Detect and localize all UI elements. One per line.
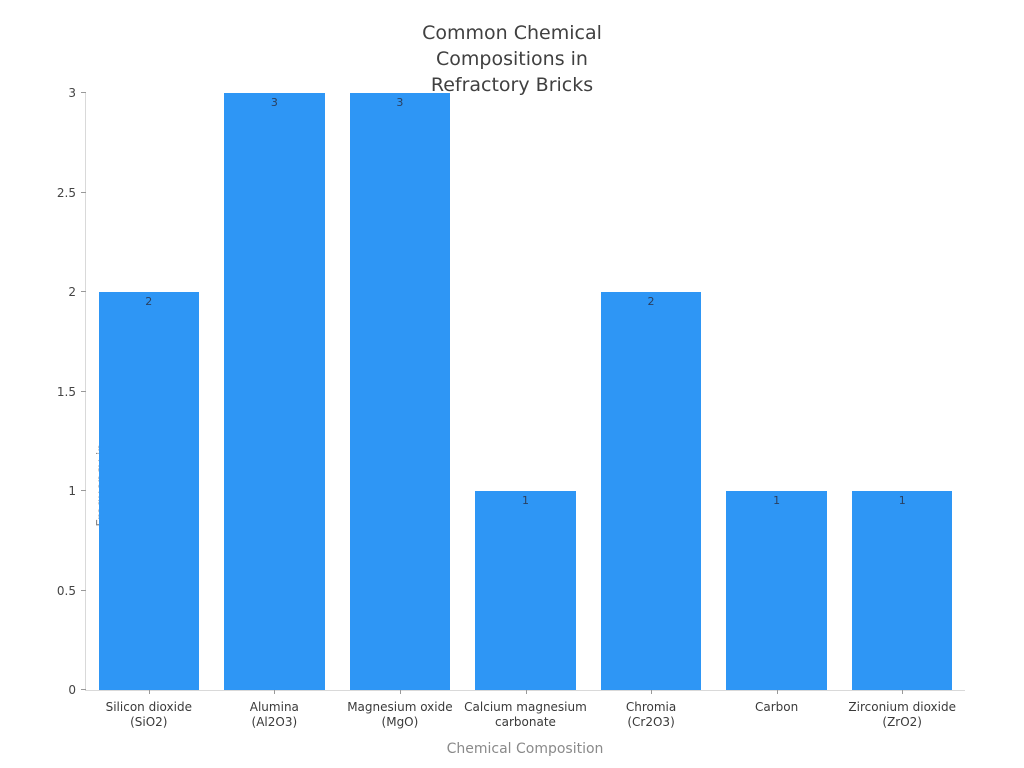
y-tick-label: 2.5 [56,185,76,200]
bar-value-label: 3 [270,96,278,109]
bar: 1 [851,491,953,690]
y-tick-mark [81,191,86,193]
bar: 3 [224,93,325,690]
x-tick-mark [525,690,527,694]
x-tick-label: Silicon dioxide (SiO2) [105,700,192,729]
x-tick-mark [274,690,276,694]
x-tick-label: Chromia (Cr2O3) [625,700,677,729]
y-tick-label: 1.5 [56,384,76,399]
bar-value-label: 1 [773,494,781,507]
x-tick-mark [148,690,150,694]
y-tick-mark [81,92,86,93]
x-tick-label: Magnesium oxide (MgO) [347,700,453,729]
chart-title: Common Chemical Compositions in Refracto… [422,22,602,96]
x-tick-mark [902,690,904,694]
y-tick-label: 0.5 [56,583,76,598]
x-tick-label: Calcium magnesium carbonate [464,700,587,729]
x-tick-label: Zirconium dioxide (ZrO2) [848,700,956,729]
y-tick-mark [81,291,86,292]
bar: 1 [475,491,576,690]
y-tick-mark [81,390,86,392]
y-tick-label: 3 [68,86,76,100]
bar: 2 [98,292,199,690]
x-tick-label: Carbon [755,700,799,714]
bar-value-label: 2 [145,295,153,308]
bar-value-label: 2 [647,295,655,308]
bar: 1 [726,491,827,690]
y-tick-mark [81,689,86,690]
y-tick-label: 1 [68,484,76,498]
y-tick-label: 2 [68,285,76,299]
bar: 2 [600,292,702,690]
x-axis-title: Chemical Composition [446,741,604,757]
y-tick-label: 0 [68,683,76,697]
bar: 3 [349,93,451,690]
bar-value-label: 1 [521,494,529,507]
x-tick-mark [651,690,653,694]
x-tick-label: Alumina (Al2O3) [249,700,299,729]
x-tick-mark [776,690,778,694]
bar-value-label: 1 [898,494,906,507]
bar-value-label: 3 [396,96,404,109]
y-tick-mark [81,490,86,491]
x-tick-mark [399,690,401,694]
y-tick-mark [81,589,86,591]
